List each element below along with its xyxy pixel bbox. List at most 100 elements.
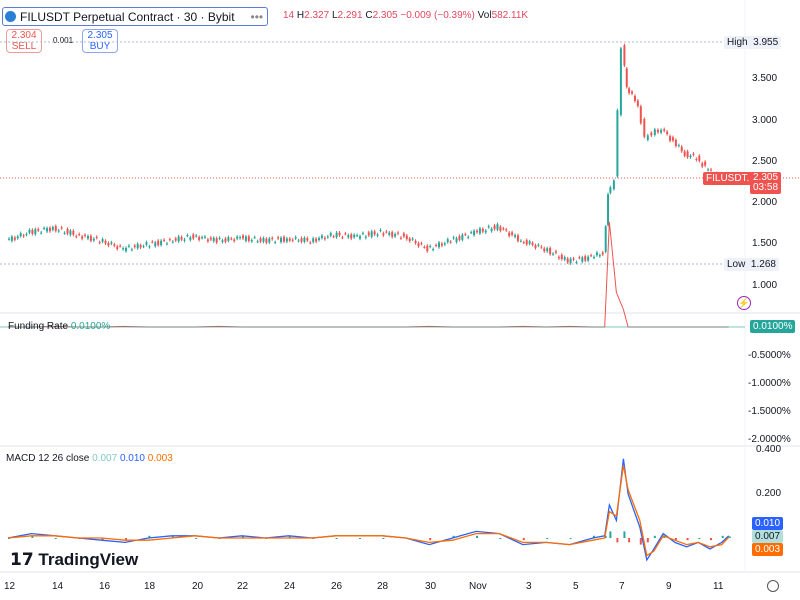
candle: [587, 256, 590, 261]
macd-histogram-bar: [288, 535, 291, 538]
candle: [367, 232, 370, 236]
candle: [414, 240, 417, 244]
candle: [440, 243, 443, 246]
candle: [619, 48, 622, 115]
candle: [341, 237, 344, 239]
candle: [107, 243, 110, 246]
funding-legend: Funding Rate 0.0100%: [8, 321, 111, 332]
macd-histogram-bar: [623, 531, 626, 538]
funding-tick: -2.0000%: [748, 434, 791, 445]
candle: [104, 240, 107, 244]
candle: [519, 240, 522, 242]
date-tick: 26: [331, 581, 343, 592]
candle: [420, 243, 423, 245]
candle: [271, 237, 274, 239]
macd-histogram-bar: [522, 538, 525, 541]
candle: [458, 236, 461, 240]
date-tick: 16: [99, 581, 111, 592]
candle: [306, 238, 309, 241]
candle: [274, 242, 277, 244]
high-label: High 3.955: [724, 36, 782, 49]
macd-histogram-bar: [628, 538, 631, 543]
candle: [344, 233, 347, 235]
candle: [560, 254, 563, 260]
macd-histogram-bar: [721, 535, 724, 538]
candle: [601, 252, 604, 255]
macd-histogram-bar: [335, 538, 338, 539]
macd-histogram-bar: [452, 535, 455, 538]
candle: [163, 239, 166, 241]
candle: [461, 234, 464, 240]
candle: [171, 241, 174, 243]
funding-tick: -1.5000%: [748, 406, 791, 417]
candle: [122, 248, 125, 250]
candle: [467, 236, 470, 238]
sell-button[interactable]: 2.304 SELL: [6, 29, 42, 53]
macd-histogram-bar: [429, 538, 432, 541]
candle: [51, 227, 54, 230]
macd-histogram-bar: [359, 538, 361, 539]
candle: [566, 258, 569, 263]
candle: [364, 236, 367, 238]
candle: [639, 106, 642, 124]
candle: [22, 235, 25, 237]
macd-histogram-bar: [674, 538, 677, 541]
candle: [376, 234, 379, 236]
macd-histogram-bar: [593, 535, 595, 538]
candle: [221, 240, 224, 242]
candle: [607, 194, 610, 225]
macd-legend: MACD 12 26 close 0.007 0.010 0.003: [6, 453, 173, 464]
symbol-title[interactable]: FILUSDT Perpetual Contract · 30 · Bybit •…: [2, 7, 269, 26]
candle: [452, 237, 455, 239]
buy-button[interactable]: 2.305 BUY: [82, 29, 118, 53]
more-icon[interactable]: •••: [250, 9, 264, 24]
candle: [552, 253, 555, 255]
candle: [636, 100, 639, 107]
lightning-icon[interactable]: ⚡: [737, 296, 751, 310]
candle: [239, 237, 242, 239]
candle: [698, 155, 701, 161]
date-tick: 5: [573, 581, 579, 592]
candle: [297, 240, 300, 242]
macd-histogram-bar: [646, 538, 649, 543]
candle: [496, 224, 499, 230]
candle: [399, 237, 402, 239]
candle: [78, 234, 81, 236]
macd-histogram-bar: [663, 535, 666, 538]
macd-histogram-bar: [604, 535, 607, 538]
macd-histogram-bar: [125, 538, 127, 541]
candle: [612, 180, 615, 190]
symbol-price-tag: FILUSDT.P: [703, 172, 760, 185]
settings-icon[interactable]: [767, 580, 779, 592]
candle: [165, 243, 168, 245]
candle: [183, 239, 186, 241]
date-tick: 22: [237, 581, 249, 592]
candle: [476, 230, 478, 233]
candle: [43, 228, 46, 230]
candle: [379, 229, 382, 231]
macd-tick: 0.200: [756, 488, 782, 499]
candle: [218, 237, 221, 239]
macd-histogram-bar: [728, 536, 731, 538]
candle: [484, 230, 487, 233]
macd-histogram-bar: [686, 538, 689, 541]
candle: [563, 257, 566, 260]
candle: [593, 256, 595, 258]
macd-histogram-bar: [569, 538, 572, 539]
candle: [338, 232, 341, 236]
candle: [320, 235, 323, 238]
date-tick: 3: [526, 581, 532, 592]
candle: [710, 169, 712, 171]
candle: [569, 258, 572, 264]
candle: [19, 233, 22, 237]
candle: [133, 245, 136, 248]
candle: [303, 237, 306, 242]
candle: [332, 236, 335, 238]
candle: [277, 237, 280, 239]
macd-tick: 0.400: [756, 444, 782, 455]
candle: [481, 228, 484, 232]
candle: [382, 233, 385, 236]
hist-value-tag: 0.007: [752, 530, 784, 543]
candle: [581, 257, 584, 262]
